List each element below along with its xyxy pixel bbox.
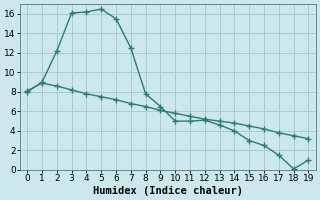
X-axis label: Humidex (Indice chaleur): Humidex (Indice chaleur) bbox=[93, 186, 243, 196]
